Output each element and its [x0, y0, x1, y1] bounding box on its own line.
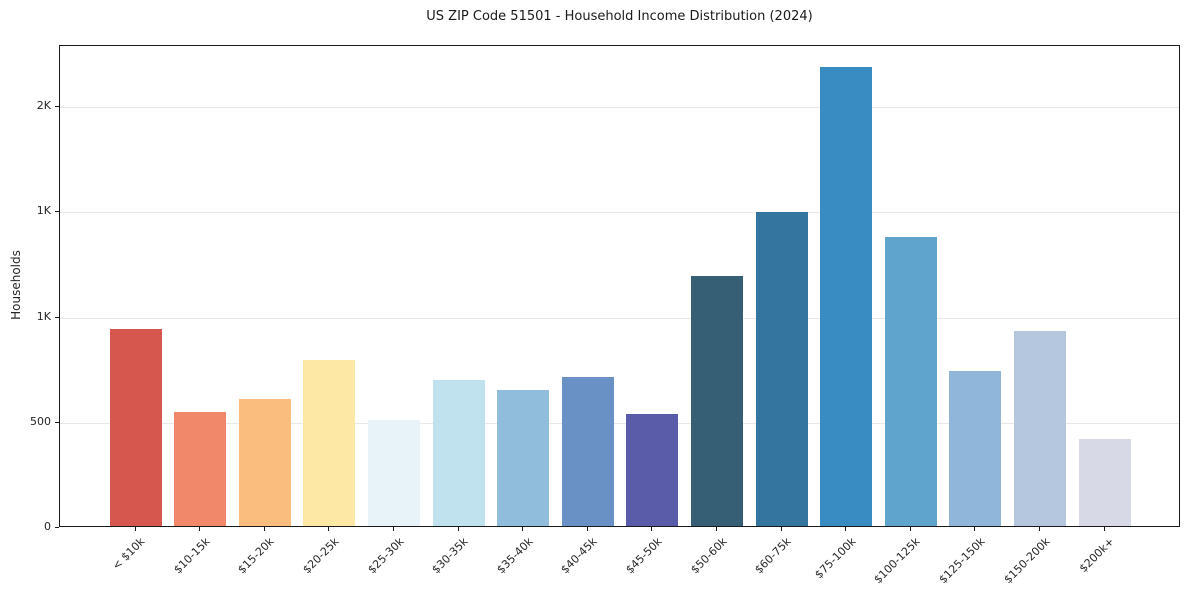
x-tick-label: $40-45k	[558, 535, 600, 577]
bar-75-100k	[820, 67, 873, 526]
gridline	[60, 317, 1179, 319]
bar-45-50k	[626, 414, 679, 526]
bar-60-75k	[755, 212, 808, 526]
y-tick-label: 1K	[36, 309, 51, 323]
bar-20-25k	[303, 359, 356, 526]
x-tick-label: $25-30k	[364, 535, 407, 577]
gridline	[60, 422, 1179, 424]
x-tick-mark	[522, 527, 524, 531]
gridline	[60, 212, 1179, 214]
x-tick-label: $150-200k	[1000, 535, 1053, 587]
x-tick-label: $15-20k	[235, 535, 277, 577]
bar-15-20k	[238, 398, 291, 526]
y-tick-label: 0	[44, 520, 51, 533]
y-tick-mark	[55, 316, 59, 318]
x-tick-mark	[1103, 527, 1105, 531]
bar-50-60k	[690, 275, 743, 526]
x-tick-label: $20-25k	[300, 535, 342, 577]
x-tick-label: $60-75k	[752, 535, 794, 577]
gridline	[60, 107, 1179, 109]
bar-10k	[109, 329, 162, 526]
plot-area	[59, 45, 1180, 527]
x-tick-mark	[1038, 527, 1040, 531]
bar-150-200k	[1013, 331, 1066, 526]
x-tick-mark	[651, 527, 653, 531]
y-tick-mark	[55, 106, 59, 108]
x-tick-mark	[134, 527, 136, 531]
bar-35-40k	[497, 390, 550, 526]
x-tick-mark	[715, 527, 717, 531]
x-tick-label: $50-60k	[687, 535, 730, 577]
y-tick-label: 1K	[36, 204, 51, 218]
x-tick-mark	[199, 527, 201, 531]
bar-30-35k	[432, 379, 485, 526]
bar-40-45k	[561, 376, 614, 526]
bar-10-15k	[174, 412, 227, 526]
bar-200k	[1078, 438, 1131, 526]
x-tick-mark	[974, 527, 976, 531]
x-tick-label: $75-100k	[812, 535, 859, 582]
y-tick-mark	[55, 527, 59, 528]
x-tick-label: $30-35k	[429, 535, 471, 577]
x-tick-label: $125-150k	[936, 535, 988, 587]
x-tick-mark	[586, 527, 588, 531]
bar-125-150k	[949, 371, 1002, 526]
x-tick-label: $35-40k	[494, 535, 536, 577]
y-tick-mark	[55, 421, 59, 423]
bar-25-30k	[367, 419, 420, 526]
y-tick-label: 500	[30, 414, 51, 428]
x-tick-mark	[457, 527, 459, 531]
x-tick-mark	[845, 527, 847, 531]
y-tick-mark	[55, 211, 59, 213]
bar-100-125k	[884, 236, 937, 526]
x-tick-mark	[780, 527, 782, 531]
x-tick-mark	[263, 527, 265, 531]
chart-title: US ZIP Code 51501 - Household Income Dis…	[426, 9, 813, 24]
x-tick-label: $45-50k	[623, 535, 665, 577]
x-tick-label: $100-125k	[871, 535, 923, 587]
x-tick-mark	[328, 527, 330, 531]
x-tick-label: < $10k	[110, 535, 148, 573]
x-tick-label: $10-15k	[171, 535, 213, 577]
x-tick-mark	[909, 527, 911, 531]
y-tick-label: 2K	[36, 99, 51, 113]
x-tick-label: $200k+	[1076, 535, 1117, 576]
x-tick-mark	[392, 527, 394, 531]
